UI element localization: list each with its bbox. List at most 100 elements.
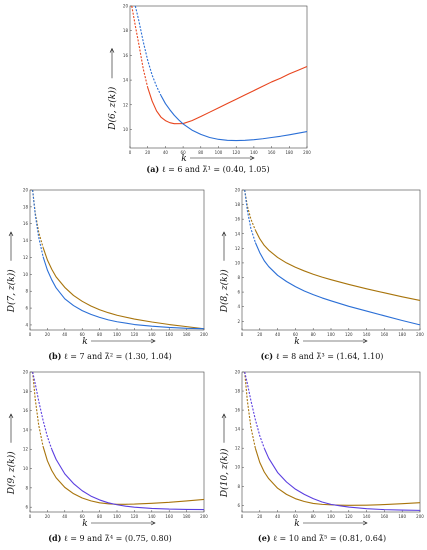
x-tick-label: 140 [250, 150, 258, 155]
series-olive-line [42, 446, 205, 505]
y-tick-label: 10 [235, 260, 241, 265]
caption-a: (a) ℓ = 6 and λ̃¹ = (0.40, 1.05) [146, 164, 270, 174]
y-tick-label: 12 [235, 246, 241, 251]
series-purple-line [51, 449, 205, 511]
y-axis-label: D(7, z(k)) [6, 269, 17, 313]
x-tick-label: 140 [148, 514, 156, 519]
y-tick-label: 18 [23, 389, 29, 394]
series-purple-dashed-line [32, 371, 53, 450]
y-tick-label: 8 [25, 485, 28, 490]
x-axis-arrowhead [150, 520, 156, 526]
y-tick-label: 6 [25, 306, 28, 311]
x-tick-label: 140 [148, 332, 156, 337]
series-olive-dashed-line [32, 189, 44, 248]
x-axis-label: k [294, 519, 299, 529]
series-olive-line [42, 247, 205, 330]
x-tick-label: 120 [345, 332, 353, 337]
chart-panel-e: 0 20 40 60 80 100 120 140 160 180 200 6 8 10 12 14 16 18 2… [219, 370, 424, 530]
y-tick-label: 12 [123, 102, 129, 107]
x-tick-label: 140 [363, 514, 371, 519]
y-tick-label: 16 [23, 221, 29, 226]
x-tick-label: 0 [241, 332, 244, 337]
x-axis-arrowhead [362, 520, 368, 526]
x-tick-label: 60 [80, 332, 86, 337]
series-blue-line [254, 242, 421, 326]
y-tick-label: 8 [237, 275, 240, 280]
y-tick-label: 18 [123, 28, 129, 33]
y-tick-label: 10 [123, 127, 129, 132]
x-tick-label: 0 [29, 332, 32, 337]
x-tick-label: 100 [327, 332, 335, 337]
chart-panel-a: 0 20 40 60 80 100 120 140 160 180 200 10 12 14 16 18 20 D… [107, 4, 311, 165]
x-tick-label: 20 [45, 332, 51, 337]
x-tick-label: 0 [241, 514, 244, 519]
y-tick-label: 20 [235, 370, 241, 375]
series-purple-dashed-line [244, 371, 265, 449]
x-tick-label: 200 [200, 332, 208, 337]
x-tick-label: 120 [131, 332, 139, 337]
y-tick-label: 10 [235, 465, 241, 470]
y-tick-label: 20 [235, 188, 241, 193]
x-tick-label: 40 [275, 332, 281, 337]
x-tick-label: 20 [145, 150, 151, 155]
x-tick-label: 180 [285, 150, 293, 155]
x-tick-label: 60 [293, 332, 299, 337]
y-axis-arrowhead [221, 413, 227, 419]
series-blue-line [160, 95, 308, 142]
caption-e: (e) ℓ = 10 and λ̃⁵ = (0.81, 0.64) [257, 533, 387, 543]
caption-d: (d) ℓ = 9 and λ̃⁴ = (0.75, 0.80) [48, 533, 172, 543]
x-tick-label: 100 [327, 514, 335, 519]
y-tick-label: 10 [23, 272, 29, 277]
caption-c: (c) ℓ = 8 and λ̃³ = (1.64, 1.10) [260, 351, 384, 361]
y-tick-label: 16 [235, 217, 241, 222]
caption-b: (b) ℓ = 7 and λ̃² = (1.30, 1.04) [48, 351, 172, 361]
x-tick-label: 120 [232, 150, 240, 155]
x-tick-label: 80 [311, 514, 317, 519]
x-tick-label: 0 [129, 150, 132, 155]
x-axis-label: k [82, 337, 87, 347]
x-tick-label: 160 [381, 332, 389, 337]
chart-panel-d: 0 20 40 60 80 100 120 140 160 180 200 6 8 10 12 14 16 18 2… [6, 370, 208, 530]
y-tick-label: 20 [123, 4, 129, 9]
y-tick-label: 16 [235, 408, 241, 413]
y-tick-label: 14 [23, 427, 29, 432]
x-tick-label: 40 [62, 514, 68, 519]
x-tick-label: 120 [131, 514, 139, 519]
x-axis-arrowhead [249, 155, 255, 161]
x-tick-label: 140 [363, 332, 371, 337]
x-axis-label: k [181, 154, 186, 164]
y-tick-label: 12 [235, 446, 241, 451]
plot-frame [241, 371, 421, 513]
x-axis-arrowhead [150, 338, 156, 344]
x-tick-label: 80 [97, 514, 103, 519]
x-tick-label: 40 [163, 150, 169, 155]
series-blue-dashed-line [32, 189, 44, 257]
y-tick-label: 8 [25, 289, 28, 294]
y-tick-label: 18 [235, 202, 241, 207]
y-tick-label: 4 [25, 322, 28, 327]
plot-frame [129, 5, 308, 149]
plot-frame [29, 189, 205, 331]
y-tick-label: 6 [237, 290, 240, 295]
y-tick-label: 18 [23, 204, 29, 209]
y-tick-label: 8 [237, 484, 240, 489]
y-tick-label: 12 [23, 447, 29, 452]
x-tick-label: 60 [181, 150, 187, 155]
x-tick-label: 200 [200, 514, 208, 519]
x-tick-label: 180 [183, 332, 191, 337]
series-olive-line [254, 448, 421, 506]
y-axis-label: D(9, z(k)) [6, 451, 17, 495]
x-tick-label: 160 [381, 514, 389, 519]
x-tick-label: 200 [303, 150, 311, 155]
x-tick-label: 180 [398, 332, 406, 337]
series-olive-dashed-line [244, 371, 256, 449]
x-tick-label: 100 [113, 332, 121, 337]
y-tick-label: 16 [23, 408, 29, 413]
y-axis-label: D(6, z(k)) [107, 86, 118, 130]
chart-panel-c: 0 20 40 60 80 100 120 140 160 180 200 2 4 6 8 10 12 14 16 1… [219, 188, 424, 348]
y-axis-label: D(10, z(k)) [219, 448, 230, 498]
x-tick-label: 200 [416, 332, 424, 337]
chart-panel-b: 0 20 40 60 80 100 120 140 160 180 200 4 6 8 10 12 14 16 18… [6, 188, 208, 348]
y-tick-label: 6 [237, 503, 240, 508]
x-tick-label: 120 [345, 514, 353, 519]
